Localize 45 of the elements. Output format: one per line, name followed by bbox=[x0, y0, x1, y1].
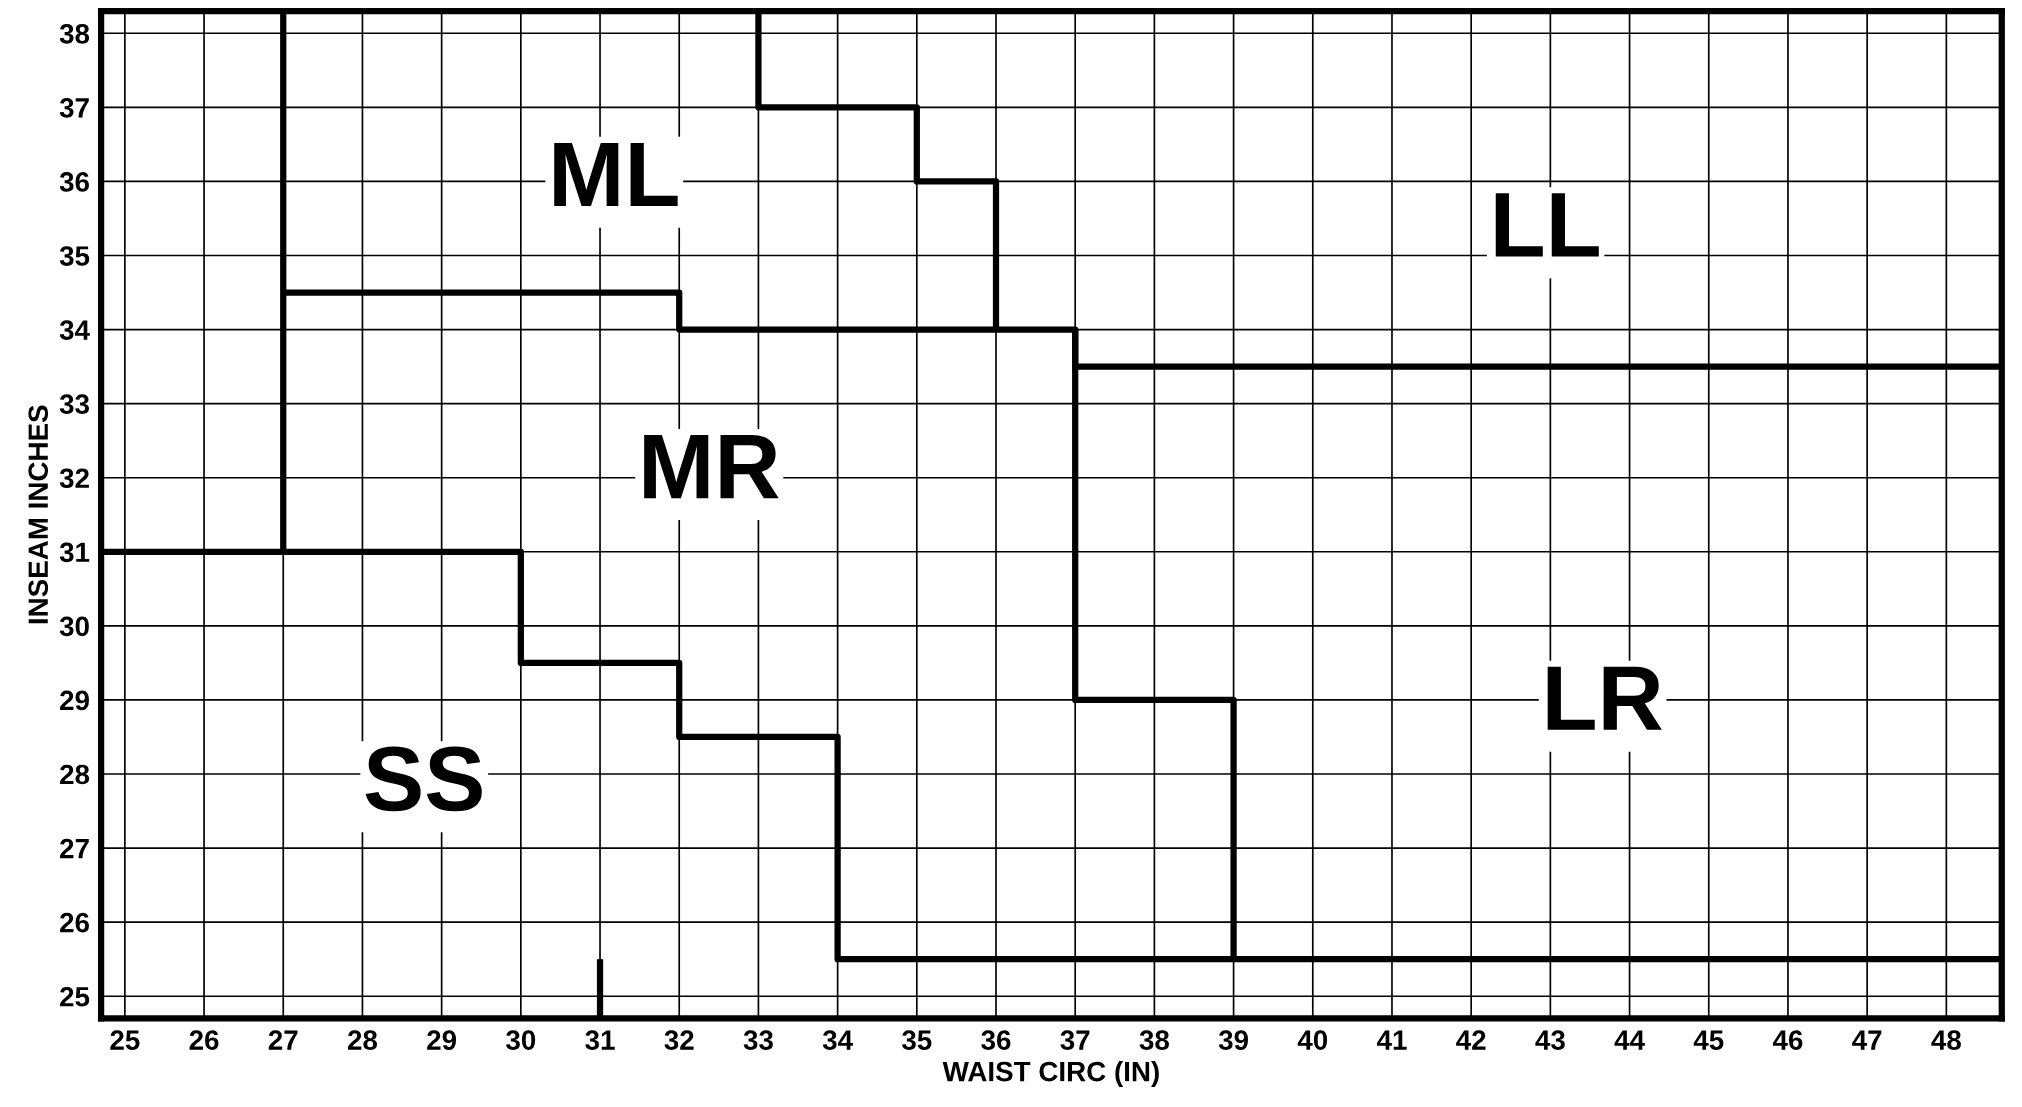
y-tick-label: 25 bbox=[60, 986, 90, 1007]
x-tick-label: 33 bbox=[743, 1030, 773, 1050]
x-tick-label: 38 bbox=[1139, 1030, 1169, 1050]
x-tick-label: 37 bbox=[1060, 1030, 1090, 1050]
x-tick-label: 30 bbox=[506, 1030, 536, 1050]
x-tick-label: 27 bbox=[268, 1030, 298, 1050]
x-tick-label: 29 bbox=[427, 1030, 457, 1050]
annotation: MR bbox=[644, 435, 779, 499]
x-tick-label: 25 bbox=[110, 1030, 140, 1050]
x-tick-label: 36 bbox=[981, 1030, 1011, 1050]
annotation: ML bbox=[554, 142, 678, 207]
x-tick-label: 48 bbox=[1931, 1030, 1961, 1050]
y-tick-label: 28 bbox=[60, 764, 90, 785]
y-tick-label: 31 bbox=[59, 542, 90, 563]
x-tick-label: 46 bbox=[1772, 1030, 1803, 1050]
x-tick-label: 31 bbox=[585, 1030, 615, 1050]
y-tick-label: 34 bbox=[59, 320, 90, 340]
y-tick-label: 29 bbox=[60, 690, 89, 711]
y-tick-label: 27 bbox=[60, 838, 89, 859]
annotation: SS bbox=[365, 746, 482, 812]
x-tick-label: 32 bbox=[664, 1030, 694, 1050]
y-tick-label: 26 bbox=[60, 912, 89, 933]
x-tick-label: 43 bbox=[1535, 1030, 1565, 1050]
x-axis-title: WAIST CIRC (IN) bbox=[942, 1061, 1159, 1087]
y-tick-label: 30 bbox=[59, 616, 89, 637]
x-tick-label: 26 bbox=[189, 1030, 219, 1050]
x-tick-label: 45 bbox=[1693, 1030, 1724, 1050]
y-tick-label: 38 bbox=[59, 23, 90, 44]
x-tick-label: 47 bbox=[1852, 1030, 1882, 1050]
x-tick-label: 35 bbox=[902, 1030, 932, 1050]
x-tick-label: 34 bbox=[822, 1030, 853, 1050]
annotation: LL bbox=[1495, 193, 1599, 257]
y-tick-label: 33 bbox=[59, 394, 89, 415]
y-tick-label: 32 bbox=[59, 468, 89, 489]
y-axis-title: INSEAM INCHES bbox=[28, 405, 49, 624]
x-tick-label: 28 bbox=[347, 1030, 378, 1050]
x-tick-label: 42 bbox=[1456, 1030, 1486, 1050]
x-tick-label: 41 bbox=[1376, 1030, 1407, 1050]
y-tick-label: 36 bbox=[59, 172, 89, 192]
y-tick-label: 35 bbox=[59, 246, 90, 266]
annotation: LR bbox=[1547, 666, 1662, 730]
x-tick-label: 40 bbox=[1297, 1030, 1328, 1050]
x-tick-label: 44 bbox=[1614, 1030, 1645, 1050]
x-tick-label: 39 bbox=[1218, 1030, 1249, 1050]
y-tick-label: 37 bbox=[59, 98, 89, 118]
